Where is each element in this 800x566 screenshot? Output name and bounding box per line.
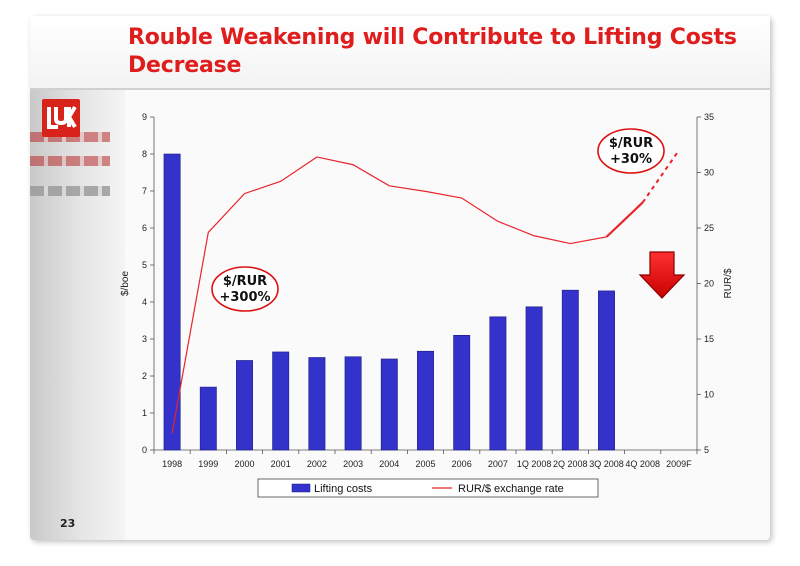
x-tick-label: 2000 <box>234 459 254 469</box>
slide-title-line1: Rouble Weakening will Contribute to Lift… <box>128 25 737 50</box>
callout-text-line2: +30% <box>610 152 652 167</box>
y-tick-label: 6 <box>142 223 147 233</box>
y-tick-label: 7 <box>142 186 147 196</box>
callout-ellipse <box>597 128 665 174</box>
y2-tick-label: 20 <box>704 279 714 289</box>
chart-legend: Lifting costs RUR/$ exchange rate <box>257 478 599 498</box>
y2-tick-label: 5 <box>704 445 709 455</box>
y-tick-label: 2 <box>142 371 147 381</box>
down-arrow-icon <box>638 251 686 299</box>
x-tick-label: 2005 <box>415 459 435 469</box>
y-tick-label: 3 <box>142 334 147 344</box>
x-tick-label: 3Q 2008 <box>589 459 624 469</box>
legend-box <box>257 478 599 498</box>
decorative-stripe <box>30 132 110 142</box>
decorative-stripe <box>30 156 110 166</box>
legend-swatch-lifting-costs <box>291 483 311 493</box>
callout-ellipse <box>211 266 279 312</box>
bar-lifting-costs <box>272 351 290 451</box>
bar-lifting-costs <box>489 316 507 451</box>
x-tick-label: 4Q 2008 <box>625 459 660 469</box>
legend-label-exchange-rate: RUR/$ exchange rate <box>458 483 564 495</box>
y2-tick-label: 30 <box>704 168 714 178</box>
x-tick-label: 2009F <box>666 459 692 469</box>
y2-tick-label: 15 <box>704 334 714 344</box>
callout-text-line1: $/RUR <box>609 136 653 151</box>
y-tick-label: 4 <box>142 297 147 307</box>
x-tick-label: 2003 <box>343 459 363 469</box>
line-exchange-rate-forecast-dashed <box>641 149 680 204</box>
bar-lifting-costs <box>598 290 615 451</box>
x-tick-label: 2001 <box>271 459 291 469</box>
callout-300: $/RUR +300% <box>211 266 279 312</box>
bar-lifting-costs <box>453 334 471 451</box>
y2-tick-label: 35 <box>704 112 714 122</box>
decorative-stripe <box>30 186 110 196</box>
x-tick-label: 2004 <box>379 459 399 469</box>
x-tick-label: 1999 <box>198 459 218 469</box>
y2-axis-title: RUR/$ <box>723 268 734 298</box>
bar-lifting-costs <box>561 289 579 451</box>
x-tick-label: 2Q 2008 <box>553 459 588 469</box>
bar-lifting-costs <box>344 356 362 451</box>
x-tick-label: 1Q 2008 <box>517 459 552 469</box>
slide-title: Rouble Weakening will Contribute to Lift… <box>128 24 748 80</box>
y-tick-label: 1 <box>142 408 147 418</box>
callout-30: $/RUR +30% <box>597 128 665 174</box>
x-tick-label: 2007 <box>488 459 508 469</box>
y-axis-title: $/boe <box>120 271 131 296</box>
page-number: 23 <box>60 517 76 530</box>
bar-lifting-costs <box>236 360 253 451</box>
callout-text-line2: +300% <box>219 290 270 305</box>
y-tick-label: 8 <box>142 149 147 159</box>
bar-lifting-costs <box>417 350 434 451</box>
slide-title-line2: Decrease <box>128 53 242 78</box>
x-tick-label: 2002 <box>307 459 327 469</box>
y-tick-label: 0 <box>142 445 147 455</box>
line-exchange-rate <box>171 156 607 434</box>
title-band <box>30 16 770 90</box>
bar-lifting-costs <box>308 357 326 451</box>
arrow-shape <box>638 251 686 299</box>
lukoil-logo-icon <box>42 99 80 137</box>
y2-tick-label: 25 <box>704 223 714 233</box>
bar-lifting-costs <box>199 386 217 451</box>
plot-area: 0 1 2 3 4 5 6 7 8 9 5 10 15 20 25 30 35 1998 1999 2000 2001 2… <box>120 112 734 469</box>
y-tick-label: 5 <box>142 260 147 270</box>
bar-lifting-costs <box>163 153 181 451</box>
line-exchange-rate-forecast <box>605 201 644 238</box>
x-tick-label: 2006 <box>452 459 472 469</box>
legend-label-lifting-costs: Lifting costs <box>314 483 373 495</box>
y-tick-label: 9 <box>142 112 147 122</box>
y2-tick-label: 10 <box>704 390 714 400</box>
bar-lifting-costs <box>380 358 398 451</box>
callout-text-line1: $/RUR <box>223 274 267 289</box>
bar-lifting-costs <box>525 306 543 451</box>
x-tick-label: 1998 <box>162 459 182 469</box>
